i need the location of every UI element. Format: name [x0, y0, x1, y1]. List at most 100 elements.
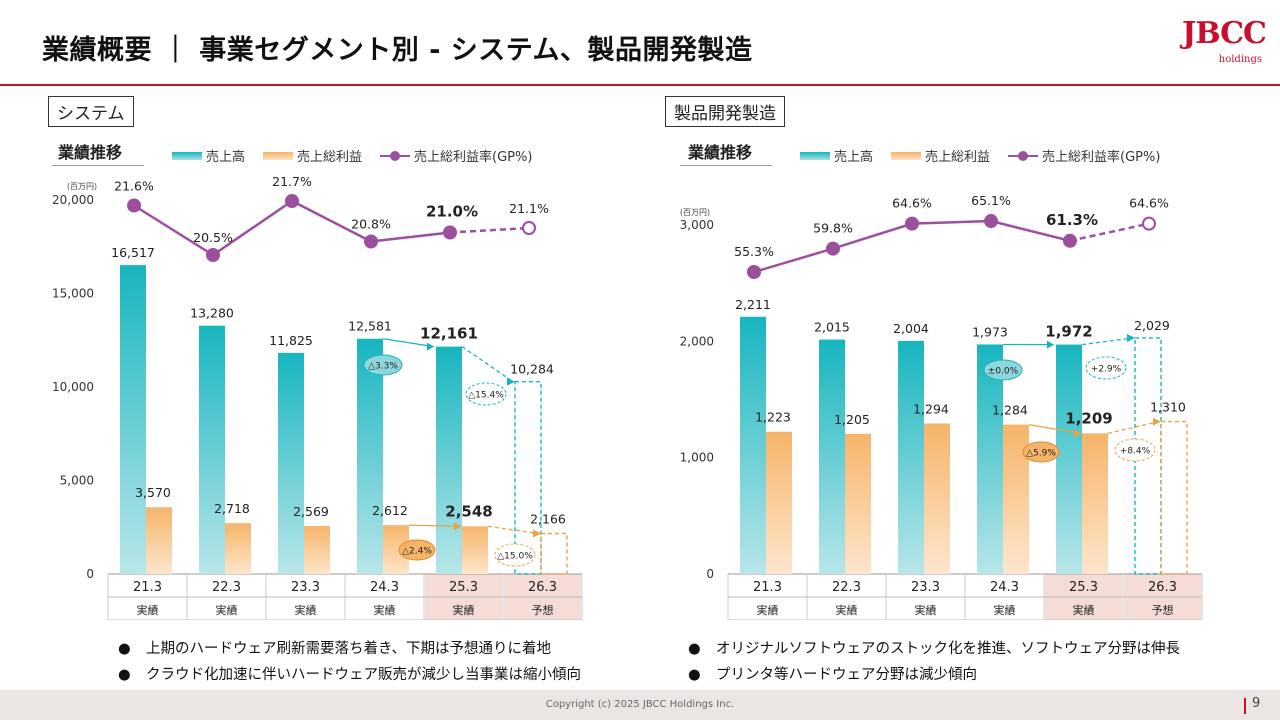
legend-gp-rate-label: 売上総利益率(GP%) [1042, 150, 1161, 165]
sales-value-label: 12,581 [348, 319, 392, 334]
sales-value-label: 11,825 [269, 333, 313, 348]
sales-bar [120, 265, 146, 574]
title-divider [0, 84, 1280, 86]
category-type-label: 実績 [836, 603, 858, 617]
legend-gross-profit-label: 売上総利益 [925, 150, 991, 165]
bullets-product-dev: ● オリジナルソフトウェアのストック化を推進、ソフトウェア分野は伸長 ● プリンタ等… [688, 636, 1180, 688]
gp-rate-value-label: 59.8% [813, 221, 853, 236]
gp-rate-value-label: 21.1% [509, 201, 549, 216]
sales-yoy-badge [983, 359, 1023, 381]
gp-rate-swatch [380, 150, 411, 161]
gp-rate-value-label: 20.8% [351, 217, 391, 232]
sales-yoy-badge [363, 354, 403, 376]
category-type-label: 予想 [532, 603, 554, 617]
gp-forecast-arrowhead [1153, 417, 1161, 426]
segment-label-system: システム [48, 96, 134, 127]
category-type-label: 実績 [757, 603, 779, 617]
bullet-item: ● クラウド化加速に伴いハードウェア販売が減少し当事業は縮小傾向 [118, 662, 581, 688]
sales-value-label: 1,972 [1045, 323, 1092, 341]
gp-rate-forecast-line [1069, 222, 1150, 243]
legend-item-gp-rate: 売上総利益率(GP%) [380, 146, 532, 165]
bullet-item: ● オリジナルソフトウェアのストック化を推進、ソフトウェア分野は伸長 [688, 636, 1180, 662]
bullet-item: ● プリンタ等ハードウェア分野は減少傾向 [688, 662, 1180, 688]
legend-item-sales: 売上高 [800, 146, 873, 165]
bullet-text: クラウド化加速に伴いハードウェア販売が減少し当事業は縮小傾向 [146, 667, 581, 683]
legend-gross-profit-label: 売上総利益 [297, 150, 363, 165]
category-type-label: 実績 [374, 603, 396, 617]
bullet-marker: ● [118, 667, 131, 683]
gp-forecast-label: +8.4% [1120, 447, 1151, 457]
subtitle-underline [680, 165, 772, 166]
legend-sales-label: 売上高 [206, 150, 246, 165]
gross-profit-value-label: 2,548 [445, 502, 492, 520]
gp-yoy-label: △2.4% [402, 547, 432, 557]
gp-rate-point [1063, 233, 1077, 248]
bullet-marker: ● [688, 641, 701, 657]
copyright: Copyright (c) 2025 JBCC Holdings Inc. [545, 699, 735, 710]
sales-value-label: 12,161 [420, 325, 478, 343]
y-tick-label: 15,000 [52, 287, 94, 301]
sales-value-label: 2,004 [893, 321, 929, 336]
gross-profit-value-label: 2,718 [214, 501, 250, 516]
category-type-label: 予想 [1152, 603, 1174, 617]
y-tick-label: 2,000 [680, 334, 714, 348]
gp-forecast-arrowhead [533, 529, 541, 538]
y-tick-label: 20,000 [52, 193, 94, 207]
page-number-divider [1244, 698, 1246, 714]
sales-bar [977, 344, 1003, 574]
gross-profit-value-label: 1,310 [1150, 400, 1186, 415]
sales-forecast-badge [465, 382, 507, 406]
gp-rate-value-label: 64.6% [1129, 196, 1169, 211]
gp-rate-point [826, 241, 840, 256]
gross-profit-bar [304, 525, 330, 574]
gross-profit-swatch [263, 151, 294, 160]
legend-sales-label: 売上高 [834, 150, 874, 165]
bullet-item: ● 上期のハードウェア刷新需要落ち着き、下期は予想通りに着地 [118, 636, 581, 662]
legend-system: 売上高 売上総利益 売上総利益率(GP%) [172, 146, 550, 165]
y-tick-label: 10,000 [52, 380, 94, 394]
subtitle-product-dev: 業績推移 [688, 143, 753, 162]
sales-bar [278, 352, 304, 574]
gp-yoy-label: △5.9% [1026, 449, 1056, 459]
sales-forecast-badge [1085, 356, 1127, 380]
y-tick-label: 3,000 [680, 218, 714, 232]
bullet-text: オリジナルソフトウェアのストック化を推進、ソフトウェア分野は伸長 [716, 641, 1180, 657]
gp-yoy-badge [1022, 441, 1060, 463]
x-tick-label: 25.3 [449, 580, 478, 595]
chart-system: (百万円) 0 5,000 10,000 15,000 20,000 16,517 3,570… [52, 174, 583, 620]
logo-subtext: holdings [1218, 54, 1262, 65]
legend-item-gross-profit: 売上総利益 [263, 146, 362, 165]
sales-forecast-arrow [1081, 337, 1134, 346]
gross-profit-bar [1160, 420, 1188, 575]
sales-value-label: 2,211 [735, 297, 771, 312]
unit-label: (百万円) [67, 182, 97, 191]
bullet-text: 上期のハードウェア刷新需要落ち着き、下期は予想通りに着地 [146, 641, 551, 657]
company-logo: JBCC holdings [1182, 16, 1267, 72]
subtitle-system: 業績推移 [58, 143, 123, 162]
gp-rate-point [522, 221, 536, 235]
y-tick-label: 1,000 [680, 451, 714, 465]
gp-rate-point [984, 214, 998, 229]
gp-yoy-arrowhead [1074, 429, 1082, 438]
legend-product-dev: 売上高 売上総利益 売上総利益率(GP%) [800, 146, 1178, 165]
gp-rate-point [285, 194, 299, 208]
sales-value-label: 2,029 [1134, 318, 1170, 333]
sales-value-label: 10,284 [510, 362, 554, 377]
gross-profit-value-label: 1,223 [755, 410, 791, 425]
x-tick-label: 26.3 [1148, 580, 1177, 595]
gp-rate-point [747, 265, 761, 279]
gp-forecast-arrow [487, 525, 540, 535]
sales-forecast-arrowhead [507, 377, 515, 386]
sales-value-label: 2,015 [814, 320, 850, 335]
sales-forecast-label: +2.9% [1091, 365, 1122, 375]
x-tick-label: 21.3 [133, 580, 162, 595]
gp-rate-value-label: 21.6% [114, 179, 154, 194]
bullets-system: ● 上期のハードウェア刷新需要落ち着き、下期は予想通りに着地 ● クラウド化加速に伴… [118, 636, 581, 688]
gp-yoy-arrowhead [454, 522, 462, 531]
gp-rate-value-label: 21.7% [272, 174, 312, 189]
gross-profit-bar [540, 532, 568, 575]
sales-swatch [800, 151, 830, 160]
gross-profit-bar [225, 523, 251, 574]
gp-forecast-badge [1114, 438, 1156, 462]
x-tick-label: 24.3 [370, 580, 399, 595]
